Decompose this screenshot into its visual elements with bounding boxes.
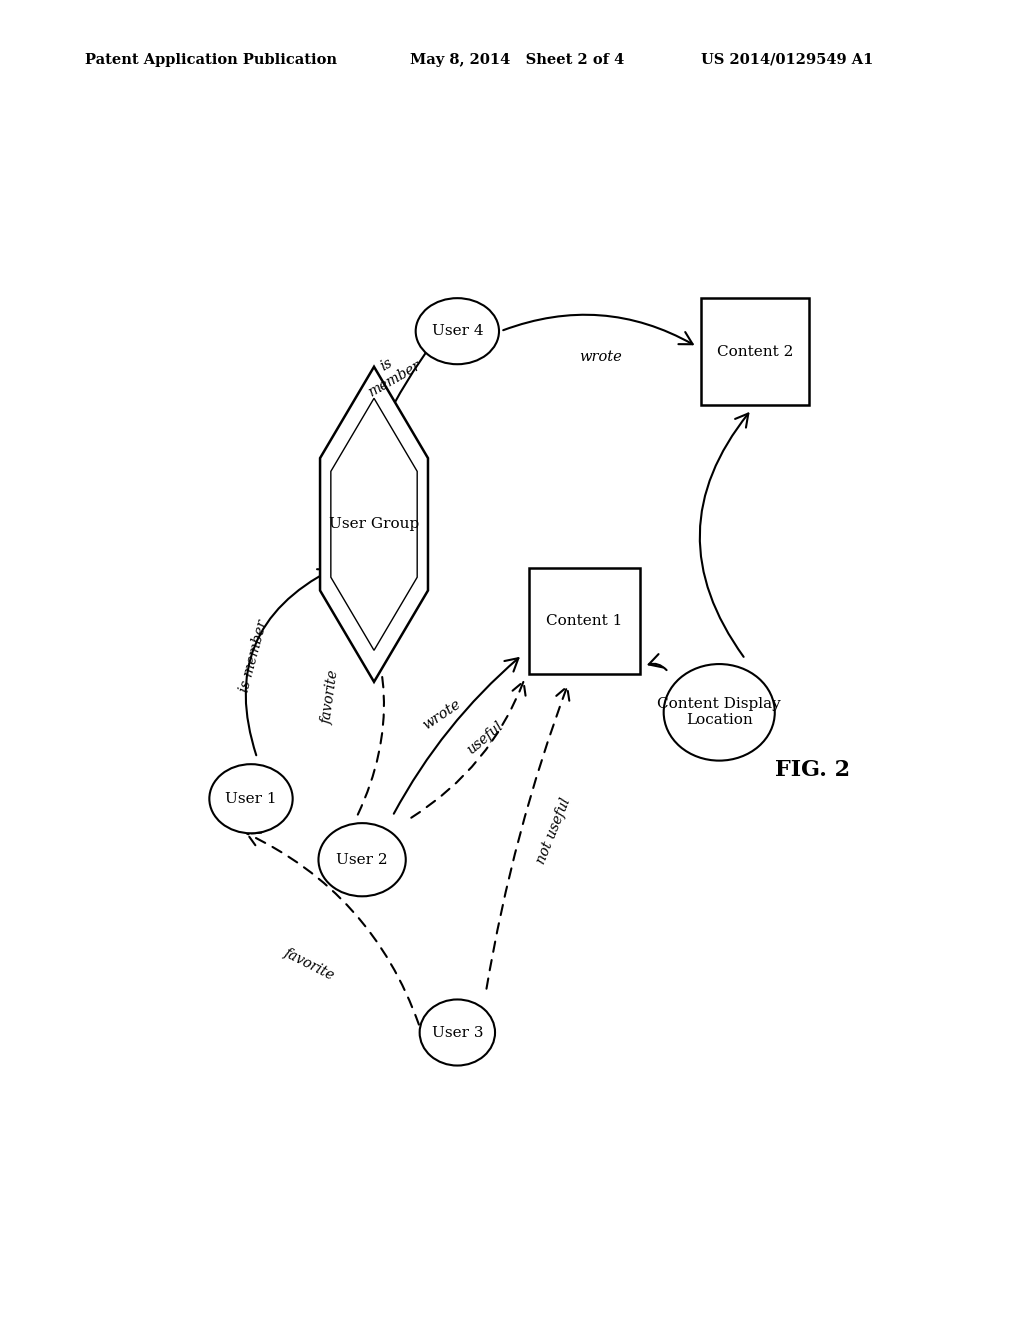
FancyArrowPatch shape — [247, 833, 419, 1024]
Ellipse shape — [318, 824, 406, 896]
FancyArrowPatch shape — [648, 655, 667, 671]
FancyArrowPatch shape — [503, 314, 692, 345]
FancyArrowPatch shape — [699, 413, 749, 657]
Text: is member: is member — [237, 619, 269, 694]
Bar — [528, 568, 640, 675]
Text: User 1: User 1 — [225, 792, 276, 805]
FancyArrowPatch shape — [412, 681, 525, 817]
Text: favorite: favorite — [282, 945, 337, 983]
Text: FIG. 2: FIG. 2 — [774, 759, 850, 781]
Text: Content 2: Content 2 — [717, 345, 794, 359]
FancyArrowPatch shape — [382, 341, 435, 425]
Text: US 2014/0129549 A1: US 2014/0129549 A1 — [701, 53, 873, 67]
FancyArrowPatch shape — [486, 686, 569, 989]
Text: User 4: User 4 — [431, 325, 483, 338]
FancyArrowPatch shape — [246, 569, 332, 755]
Text: useful: useful — [464, 718, 506, 756]
Bar — [701, 298, 809, 405]
Text: wrote: wrote — [579, 350, 622, 363]
FancyArrowPatch shape — [394, 659, 518, 813]
Text: User Group: User Group — [329, 517, 419, 532]
Text: is
member: is member — [357, 345, 423, 400]
Ellipse shape — [664, 664, 775, 760]
Ellipse shape — [420, 999, 495, 1065]
Text: favorite: favorite — [319, 669, 341, 725]
Text: User 2: User 2 — [336, 853, 388, 867]
Text: User 3: User 3 — [431, 1026, 483, 1040]
Ellipse shape — [209, 764, 293, 833]
Text: not useful: not useful — [534, 796, 573, 866]
Ellipse shape — [416, 298, 499, 364]
Text: May 8, 2014   Sheet 2 of 4: May 8, 2014 Sheet 2 of 4 — [410, 53, 624, 67]
Text: Content Display
Location: Content Display Location — [657, 697, 781, 727]
Text: Patent Application Publication: Patent Application Publication — [85, 53, 337, 67]
Text: wrote: wrote — [420, 697, 463, 733]
Text: Content 1: Content 1 — [546, 614, 623, 628]
FancyArrowPatch shape — [348, 579, 384, 814]
Polygon shape — [321, 367, 428, 682]
